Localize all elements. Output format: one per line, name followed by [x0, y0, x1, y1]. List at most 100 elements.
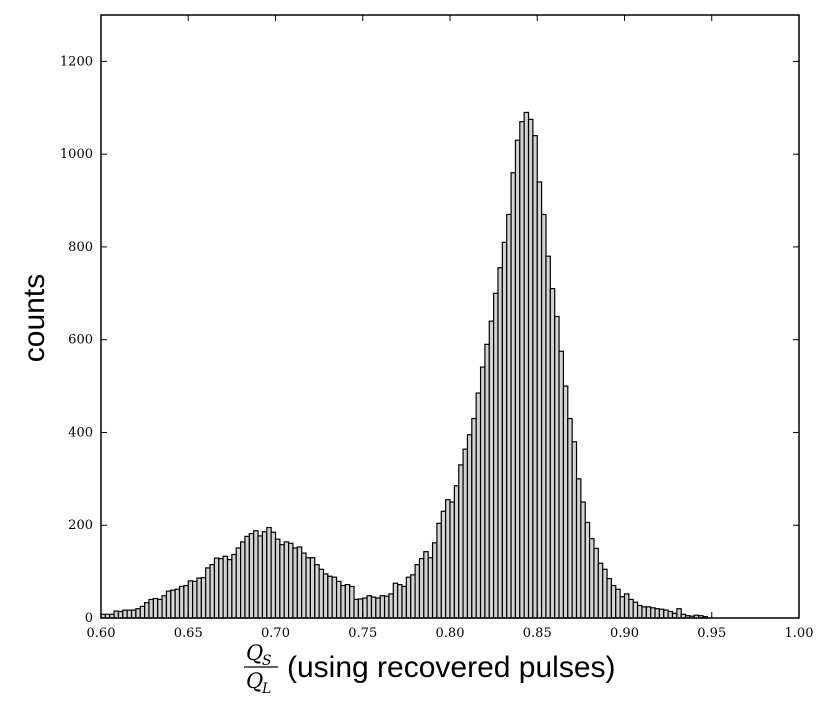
histogram-bar [676, 608, 682, 619]
histogram-bar [126, 609, 133, 619]
histogram-bar [514, 139, 521, 619]
histogram-bar [628, 598, 634, 619]
histogram-bar [383, 595, 390, 619]
histogram-bar [615, 588, 621, 619]
y-tick-label: 1000 [60, 147, 93, 162]
histogram-bar [636, 604, 643, 619]
histogram-bar [248, 532, 255, 619]
y-axis-label: counts [18, 274, 51, 362]
histogram-bar [510, 172, 517, 619]
histogram-bar [226, 558, 233, 619]
histogram-bar [532, 135, 538, 619]
histogram-bar [493, 292, 499, 619]
histogram-bar [641, 606, 647, 619]
histogram-bar [562, 385, 569, 619]
histogram-bar [667, 610, 674, 619]
histogram-bar [139, 605, 146, 619]
histogram-bar [235, 547, 242, 619]
histogram-bar [602, 568, 608, 619]
histogram-bar [431, 542, 438, 619]
histogram-bar [610, 584, 617, 619]
histogram-bar [152, 597, 159, 619]
x-tick-label: 0.90 [610, 626, 639, 641]
x-tick-label: 0.95 [697, 626, 726, 641]
histogram-bar [584, 521, 591, 619]
x-label-numerator: Q [246, 641, 263, 665]
x-tick-label: 0.80 [436, 626, 465, 641]
histogram-bar [645, 606, 652, 619]
histogram-bar [165, 590, 172, 619]
histogram-bar [349, 585, 355, 619]
histogram-bar [440, 510, 447, 619]
histogram-bar [588, 538, 595, 619]
x-label-suffix: (using recovered pulses) [287, 651, 616, 684]
histogram-bar [527, 118, 534, 619]
histogram-bar [157, 598, 163, 619]
histogram-bar [545, 255, 551, 619]
histogram-bar [187, 580, 194, 619]
histogram-bar [318, 568, 325, 619]
y-tick-label: 0 [85, 611, 93, 626]
histogram-bar [279, 544, 285, 619]
histogram-bar [240, 541, 246, 619]
histogram-bar [632, 601, 639, 619]
histogram-bar [475, 392, 482, 619]
histogram-bar [370, 596, 377, 619]
histogram-bar [200, 577, 207, 619]
histogram-bar [122, 609, 128, 619]
y-tick-label: 600 [68, 333, 93, 348]
histogram-bar [466, 434, 473, 619]
histogram-bar [458, 464, 464, 619]
histogram-bar [414, 564, 421, 619]
x-tick-label: 0.75 [348, 626, 377, 641]
x-tick-label: 0.60 [87, 626, 116, 641]
histogram-bar [541, 213, 547, 619]
y-tick-label: 800 [68, 240, 93, 255]
histogram-bar [650, 607, 656, 619]
histogram-bar [309, 557, 316, 619]
x-axis-ticks: 0.60 0.65 0.70 0.75 0.80 0.85 0.90 0.95 1.00 [87, 15, 813, 641]
histogram-bar [113, 610, 120, 619]
histogram-bars [100, 111, 708, 619]
histogram-bar [554, 315, 560, 619]
histogram-bar [575, 478, 582, 619]
histogram-bar [274, 538, 281, 619]
histogram-bar [296, 546, 303, 619]
histogram-bar [161, 595, 168, 619]
histogram-bar [192, 580, 198, 619]
histogram-bar [479, 366, 486, 619]
histogram-bar [305, 557, 312, 619]
histogram-bar [178, 585, 185, 619]
y-tick-label: 1200 [60, 54, 93, 69]
histogram-bar [340, 584, 346, 619]
histogram-bar [418, 558, 425, 619]
histogram-bar [335, 580, 342, 619]
histogram-bar [623, 593, 630, 619]
x-axis-label: Q S Q L (using recovered pulses) [244, 641, 616, 697]
histogram-bar [497, 267, 503, 619]
histogram-bar [357, 598, 364, 619]
y-axis-ticks: 0 200 400 600 800 1000 1200 [60, 54, 799, 626]
x-label-numerator-sub: S [262, 653, 272, 669]
histogram-bar [488, 320, 495, 619]
histogram-bar [445, 499, 451, 619]
histogram-bar [261, 531, 268, 619]
histogram-bar [449, 501, 455, 619]
histogram-bar [117, 610, 124, 619]
histogram-bar [174, 588, 181, 619]
histogram-bar [196, 577, 202, 619]
histogram-bar [353, 598, 359, 619]
histogram-bar [397, 584, 403, 619]
histogram-bar [401, 585, 407, 619]
histogram-bar [567, 417, 573, 619]
histogram-bar [135, 608, 141, 619]
x-tick-label: 0.65 [174, 626, 203, 641]
histogram-bar [423, 551, 429, 619]
histogram-bar [379, 595, 386, 619]
histogram-bar [558, 350, 565, 619]
histogram-bar [484, 343, 490, 619]
histogram-bar [536, 181, 543, 619]
histogram-bar [501, 241, 508, 619]
histogram-bar [523, 111, 530, 619]
